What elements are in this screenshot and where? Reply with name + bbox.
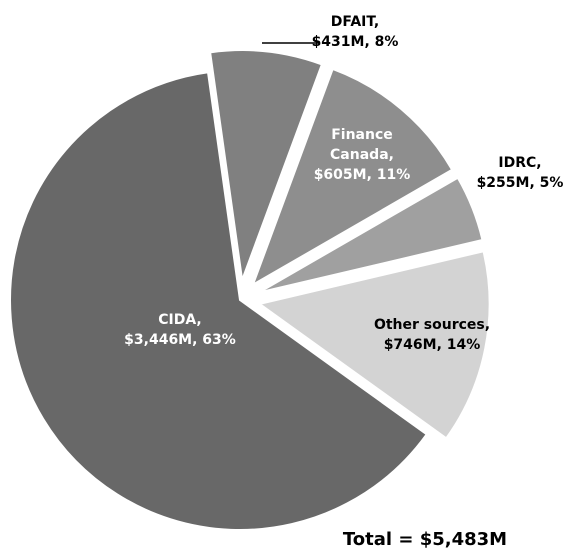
total-annotation: Total = $5,483M [343,529,507,550]
value-label: $3,446M, 63% [124,332,236,348]
value-label: $255M, 5% [477,175,564,191]
pie-slice [258,176,484,294]
slice-label: Finance Canada, $605M, 11% [314,127,411,183]
category-label-part: Finance [331,127,393,143]
slice-label: IDRC, $255M, 5% [477,155,564,191]
slice-label: Other sources, $746M, 14% [374,317,490,353]
pie [9,49,491,531]
value-label: $605M, 11% [314,167,411,183]
pie-slice [250,67,454,287]
pie-slice [9,71,429,531]
value-label: $746M, 14% [384,337,481,353]
category-label: DFAIT, [331,14,380,30]
category-label: Other sources, [374,317,490,333]
category-label: CIDA, [158,312,202,328]
category-label-part: Canada, [330,147,394,163]
slice-label: CIDA, $3,446M, 63% [124,312,236,348]
value-label: $431M, 8% [312,34,399,50]
slice-label: DFAIT, $431M, 8% [312,14,399,50]
category-label: IDRC, [498,155,541,171]
pie-slice [209,49,324,281]
pie-slice [257,250,491,440]
